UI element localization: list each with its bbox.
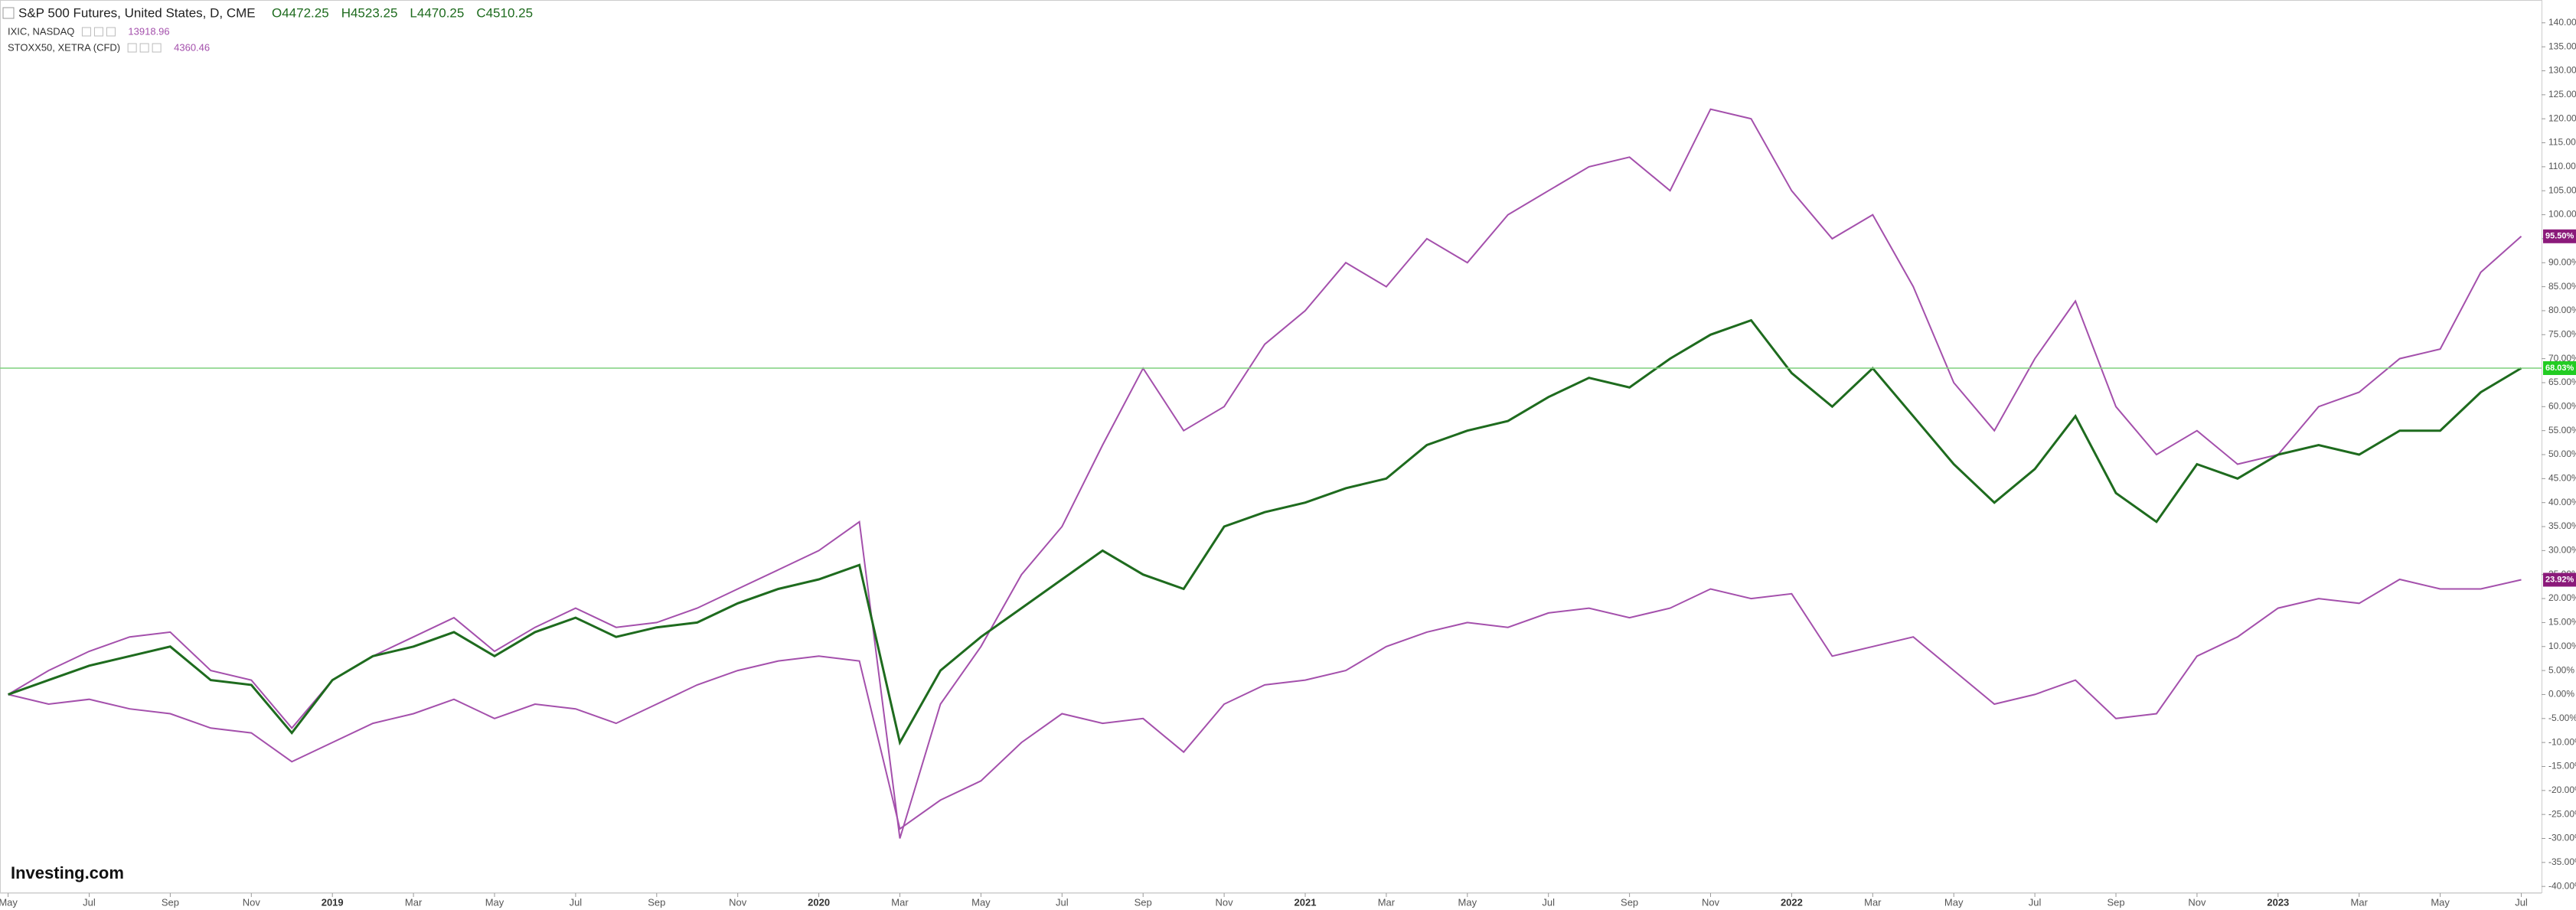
- x-tick-label: May: [971, 896, 991, 908]
- price-tag-bg: [2543, 360, 2576, 375]
- x-tick-label: 2022: [1781, 896, 1803, 908]
- y-tick-label: 65.00%: [2548, 377, 2576, 387]
- x-tick-label: Nov: [243, 896, 261, 908]
- x-tick-label: Mar: [891, 896, 909, 908]
- y-tick-label: -35.00%: [2548, 856, 2576, 867]
- x-tick-label: Jul: [2029, 896, 2042, 908]
- price-tag: 95.50%: [2545, 232, 2574, 241]
- x-tick-label: Jul: [83, 896, 96, 908]
- y-tick-label: 100.00%: [2548, 209, 2576, 220]
- x-tick-label: Nov: [2188, 896, 2206, 908]
- y-tick-label: 90.00%: [2548, 256, 2576, 267]
- x-tick-label: Nov: [729, 896, 747, 908]
- y-tick-label: 10.00%: [2548, 641, 2576, 651]
- price-tag: 23.92%: [2545, 575, 2574, 584]
- ohlc-value: C4510.25: [476, 5, 533, 20]
- legend-icon[interactable]: [81, 27, 91, 37]
- legend-quote: 4360.46: [174, 41, 210, 53]
- ohlc-value: O4472.25: [272, 5, 329, 20]
- y-tick-label: 140.00%: [2548, 17, 2576, 28]
- legend-icon[interactable]: [93, 27, 103, 37]
- x-tick-label: Nov: [1216, 896, 1234, 908]
- x-tick-label: Sep: [162, 896, 179, 908]
- x-tick-label: May: [1458, 896, 1477, 908]
- toggle-icon[interactable]: [2, 7, 15, 19]
- instrument-title: S&P 500 Futures, United States, D, CME: [18, 5, 256, 20]
- y-tick-label: 55.00%: [2548, 425, 2576, 435]
- y-tick-label: 45.00%: [2548, 473, 2576, 484]
- x-tick-label: 2023: [2267, 896, 2289, 908]
- y-tick-label: 130.00%: [2548, 65, 2576, 76]
- legend-icon[interactable]: [152, 43, 162, 53]
- x-tick-label: Mar: [1378, 896, 1396, 908]
- legend-icon[interactable]: [139, 43, 149, 53]
- legend-quote: 13918.96: [128, 25, 169, 37]
- price-tag-bg: [2543, 229, 2576, 243]
- series-line: [8, 578, 2522, 830]
- ohlc-value: H4523.25: [341, 5, 398, 20]
- y-tick-label: -5.00%: [2548, 713, 2576, 723]
- series-line: [8, 108, 2522, 839]
- y-tick-label: -15.00%: [2548, 761, 2576, 771]
- y-tick-label: -20.00%: [2548, 784, 2576, 795]
- y-tick-label: -40.00%: [2548, 880, 2576, 891]
- x-tick-label: Sep: [1135, 896, 1152, 908]
- y-tick-label: 20.00%: [2548, 592, 2576, 603]
- y-tick-label: 60.00%: [2548, 400, 2576, 411]
- y-tick-label: 75.00%: [2548, 328, 2576, 339]
- plot-frame: [0, 0, 2542, 893]
- x-tick-label: 2021: [1295, 896, 1317, 908]
- y-tick-label: 80.00%: [2548, 305, 2576, 315]
- y-tick-label: 40.00%: [2548, 497, 2576, 507]
- y-tick-label: 70.00%: [2548, 353, 2576, 364]
- y-tick-label: 5.00%: [2548, 664, 2574, 675]
- y-tick-label: -10.00%: [2548, 736, 2576, 747]
- x-tick-label: 2020: [808, 896, 830, 908]
- y-tick-label: 125.00%: [2548, 89, 2576, 99]
- y-tick-label: 50.00%: [2548, 448, 2576, 459]
- price-tag-bg: [2543, 572, 2576, 587]
- price-tag: 68.03%: [2545, 364, 2574, 373]
- x-tick-label: 2019: [322, 896, 344, 908]
- y-tick-label: -25.00%: [2548, 808, 2576, 819]
- x-tick-label: Sep: [648, 896, 665, 908]
- x-tick-label: Mar: [2351, 896, 2369, 908]
- x-tick-label: Mar: [1864, 896, 1882, 908]
- legend-name: STOXX50, XETRA (CFD): [8, 41, 120, 53]
- y-tick-label: 35.00%: [2548, 520, 2576, 531]
- y-tick-label: 110.00%: [2548, 161, 2576, 171]
- x-tick-label: Jul: [2515, 896, 2528, 908]
- logo: Investing.com: [11, 863, 124, 882]
- y-tick-label: 105.00%: [2548, 184, 2576, 195]
- y-tick-label: 120.00%: [2548, 113, 2576, 123]
- series-line: [8, 318, 2522, 746]
- x-tick-label: Jul: [570, 896, 583, 908]
- y-tick-label: 15.00%: [2548, 617, 2576, 628]
- x-tick-label: May: [2431, 896, 2450, 908]
- x-tick-label: Sep: [1621, 896, 1638, 908]
- x-tick-label: Sep: [2107, 896, 2124, 908]
- y-tick-label: 0.00%: [2548, 689, 2574, 700]
- y-tick-label: 115.00%: [2548, 137, 2576, 148]
- x-tick-label: Jul: [1542, 896, 1555, 908]
- legend-name: IXIC, NASDAQ: [8, 25, 74, 37]
- y-tick-label: 135.00%: [2548, 41, 2576, 51]
- x-tick-label: Jul: [1056, 896, 1069, 908]
- legend-icon[interactable]: [106, 27, 116, 37]
- y-tick-label: -30.00%: [2548, 833, 2576, 843]
- y-tick-label: 85.00%: [2548, 281, 2576, 292]
- legend-icon[interactable]: [127, 43, 137, 53]
- ohlc-value: L4470.25: [410, 5, 464, 20]
- x-tick-label: Nov: [1702, 896, 1720, 908]
- x-tick-label: Mar: [405, 896, 423, 908]
- y-tick-label: 30.00%: [2548, 545, 2576, 556]
- x-tick-label: May: [1944, 896, 1964, 908]
- x-tick-label: May: [485, 896, 504, 908]
- header: S&P 500 Futures, United States, D, CME: [2, 5, 256, 20]
- x-tick-label: May: [0, 896, 18, 908]
